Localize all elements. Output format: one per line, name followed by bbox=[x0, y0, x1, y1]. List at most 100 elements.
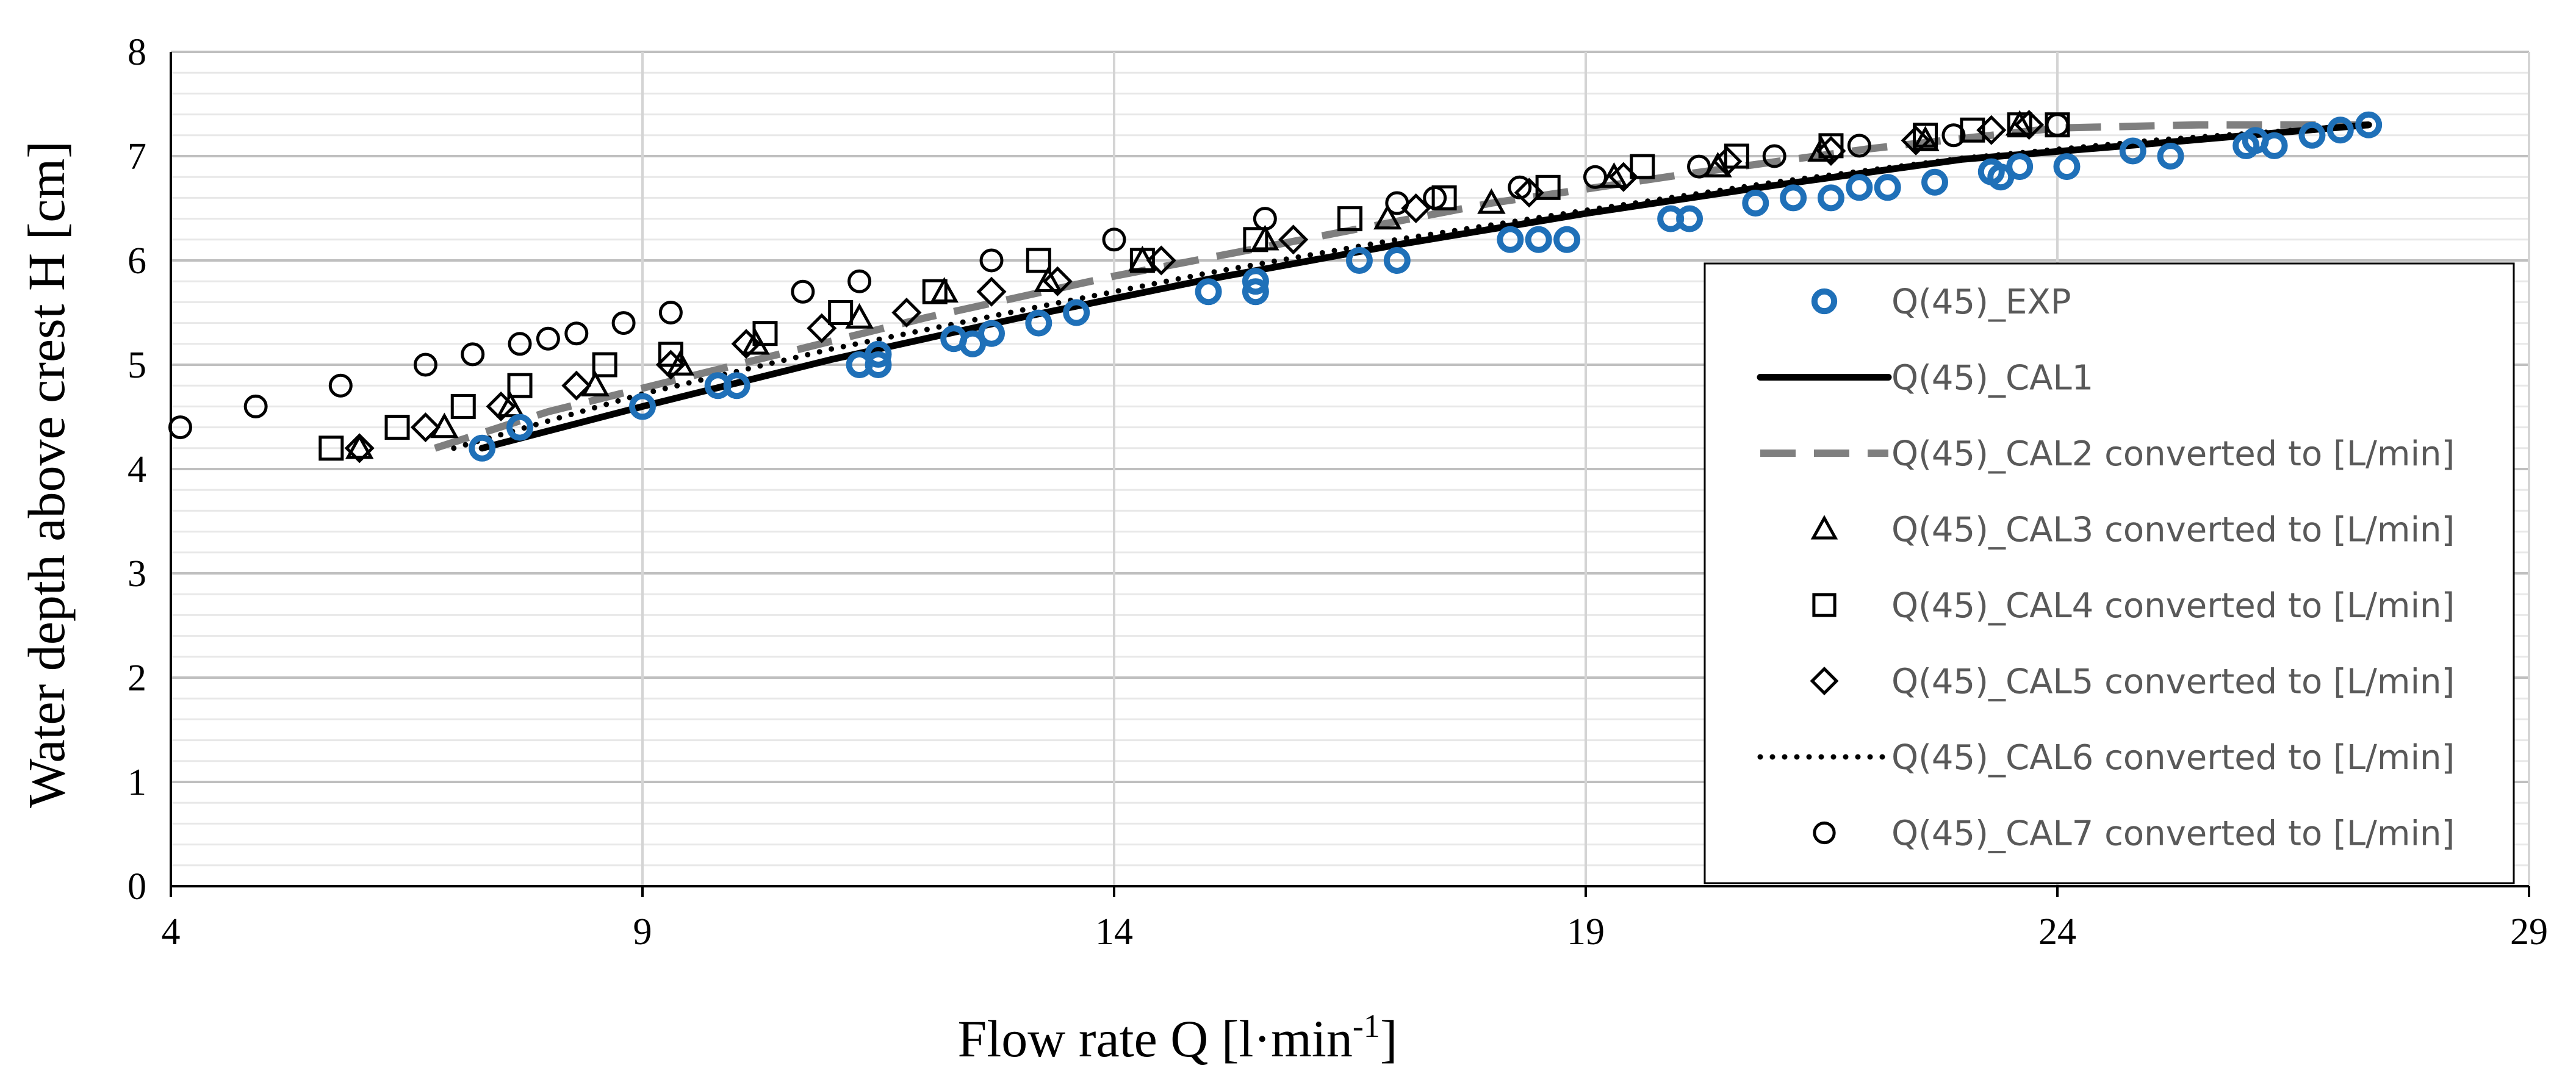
data-point bbox=[791, 279, 815, 304]
data-point bbox=[666, 349, 695, 376]
data-point bbox=[1687, 154, 1711, 179]
data-point bbox=[1251, 224, 1279, 251]
data-point bbox=[344, 433, 375, 464]
data-point bbox=[1497, 226, 1524, 253]
data-point bbox=[450, 393, 476, 419]
data-point bbox=[1514, 177, 1544, 208]
data-point bbox=[1383, 247, 1411, 274]
legend-label: Q(45)_CAL7 converted to [L/min] bbox=[1891, 814, 2455, 854]
data-point bbox=[845, 303, 874, 329]
data-point bbox=[2007, 112, 2032, 138]
data-point bbox=[1600, 162, 1628, 188]
y-tick-label: 7 bbox=[128, 136, 146, 177]
legend-entry: Q(45)_CAL5 converted to [L/min] bbox=[1810, 662, 2455, 702]
y-tick-label: 8 bbox=[128, 32, 146, 73]
data-point bbox=[507, 373, 533, 398]
data-point bbox=[658, 342, 683, 367]
y-tick-label: 0 bbox=[128, 866, 146, 908]
data-point bbox=[1742, 189, 1769, 217]
data-point bbox=[1385, 191, 1409, 215]
series-7 bbox=[168, 113, 2070, 440]
series-line bbox=[451, 122, 2372, 451]
data-point bbox=[752, 321, 778, 346]
y-tick-label: 3 bbox=[128, 553, 146, 595]
series-1 bbox=[478, 121, 2372, 452]
data-point bbox=[629, 393, 656, 420]
data-point bbox=[2005, 110, 2034, 136]
data-point bbox=[1847, 134, 1871, 158]
data-point bbox=[1242, 278, 1269, 306]
data-point bbox=[1243, 227, 1268, 253]
data-point bbox=[655, 349, 686, 380]
data-point bbox=[1278, 224, 1309, 255]
data-point bbox=[1025, 309, 1052, 337]
y-tick-label: 5 bbox=[128, 345, 146, 386]
data-point bbox=[1034, 267, 1063, 292]
data-point bbox=[1337, 206, 1362, 232]
data-point bbox=[506, 414, 534, 441]
legend: Q(45)_EXP Q(45)_CAL1 Q(45)_CAL2 converted … bbox=[1704, 262, 2515, 884]
data-point bbox=[345, 433, 374, 459]
y-tick-label: 2 bbox=[128, 657, 146, 699]
data-point bbox=[469, 434, 496, 462]
data-point bbox=[1063, 299, 1090, 326]
x-tick-label: 4 bbox=[162, 911, 181, 953]
data-point bbox=[592, 352, 617, 378]
data-point bbox=[461, 342, 485, 367]
legend-label: Q(45)_CAL2 converted to [L/min] bbox=[1891, 434, 2455, 474]
data-point bbox=[1780, 184, 1807, 212]
data-point bbox=[1941, 123, 1966, 148]
data-point bbox=[384, 415, 410, 440]
data-point bbox=[807, 313, 837, 343]
data-point bbox=[1608, 162, 1639, 192]
data-point bbox=[976, 276, 1007, 307]
data-point bbox=[508, 332, 532, 356]
data-point bbox=[1807, 136, 1836, 162]
legend-entry: Q(45)_CAL7 converted to [L/min] bbox=[1813, 814, 2455, 854]
data-point bbox=[1195, 278, 1222, 306]
data-point bbox=[410, 412, 441, 443]
data-point bbox=[1704, 151, 1732, 177]
data-point bbox=[1345, 247, 1373, 274]
legend-marker bbox=[1813, 821, 1836, 845]
data-point bbox=[1146, 245, 1176, 276]
legend-box bbox=[1704, 262, 2515, 884]
data-point bbox=[865, 340, 892, 368]
legend-entry: Q(45)_CAL1 bbox=[1757, 359, 2093, 398]
data-point bbox=[847, 269, 872, 293]
data-point bbox=[1913, 123, 1938, 148]
data-point bbox=[731, 329, 761, 359]
data-point bbox=[2119, 137, 2146, 165]
x-tick-label: 9 bbox=[633, 911, 652, 953]
data-point bbox=[1846, 174, 1873, 201]
data-point bbox=[1901, 125, 1931, 156]
legend-marker bbox=[1812, 593, 1837, 617]
data-point bbox=[1242, 268, 1269, 295]
series-6 bbox=[451, 122, 2372, 451]
data-point bbox=[318, 435, 344, 461]
series-3 bbox=[345, 110, 2034, 459]
data-point bbox=[1987, 163, 2015, 191]
legend-entries: Q(45)_EXP Q(45)_CAL1 Q(45)_CAL2 converted … bbox=[1757, 282, 2455, 854]
data-point bbox=[1630, 154, 1655, 179]
legend-label: Q(45)_CAL6 converted to [L/min] bbox=[1891, 738, 2455, 778]
legend-entry: Q(45)_EXP bbox=[1811, 282, 2071, 322]
legend-label: Q(45)_CAL1 bbox=[1891, 359, 2093, 398]
data-point bbox=[1423, 185, 1447, 210]
data-point bbox=[496, 392, 525, 418]
data-point bbox=[1762, 144, 1786, 168]
legend-label: Q(45)_CAL3 converted to [L/min] bbox=[1891, 511, 2455, 550]
data-point bbox=[611, 311, 636, 335]
y-tick-label: 4 bbox=[128, 449, 146, 490]
data-point bbox=[243, 394, 268, 418]
data-point bbox=[865, 351, 892, 378]
data-point bbox=[486, 391, 516, 421]
data-point bbox=[1583, 165, 1607, 189]
tick-labels: 4 9 14 19 24 29 0 1 2 3 4 5 6 7 8 bbox=[128, 32, 2548, 953]
data-point bbox=[2355, 111, 2383, 138]
data-point bbox=[2014, 110, 2045, 140]
data-point bbox=[1102, 228, 1126, 252]
data-point bbox=[1818, 133, 1844, 159]
data-point bbox=[2326, 116, 2354, 144]
